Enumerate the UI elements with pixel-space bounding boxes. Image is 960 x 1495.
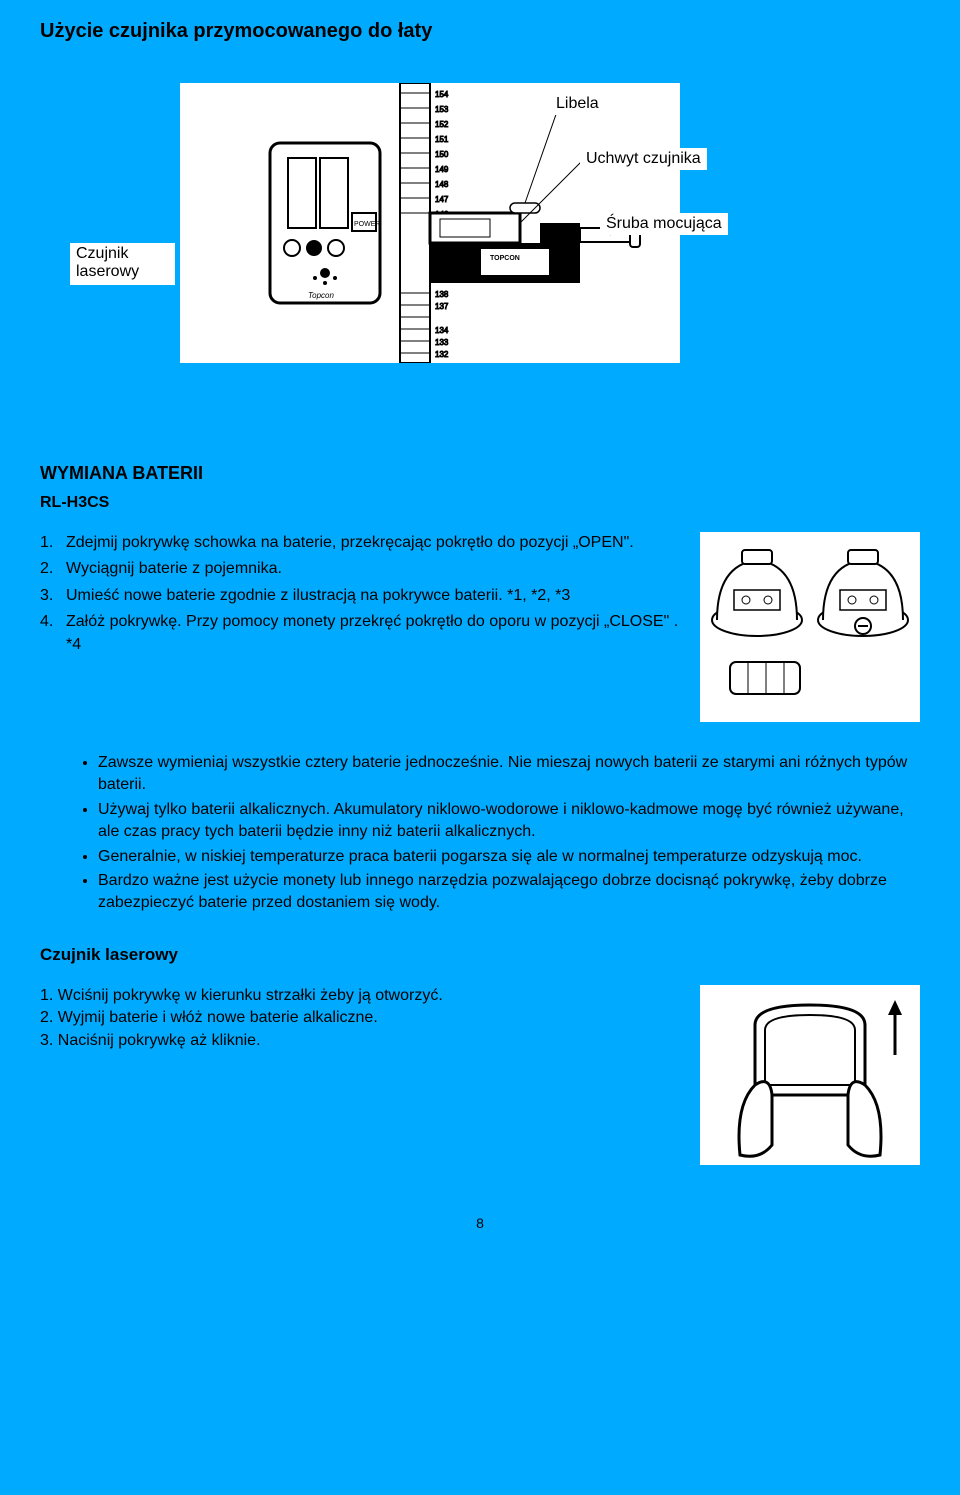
sensor-diagram: 154 153 152 151 150 149 148 147 146 138 …: [40, 83, 920, 403]
battery-illustration: [700, 532, 920, 722]
svg-text:134: 134: [435, 326, 449, 335]
page-title: Użycie czujnika przymocowanego do łaty: [40, 20, 920, 43]
step-text: Zdejmij pokrywkę schowka na baterie, prz…: [66, 532, 634, 554]
notes-list: Zawsze wymieniaj wszystkie cztery bateri…: [40, 752, 920, 915]
svg-text:Topcon: Topcon: [308, 291, 335, 300]
label-libela: Libela: [550, 93, 605, 115]
label-sruba: Śruba mocująca: [600, 213, 728, 235]
section-heading: WYMIANA BATERII: [40, 463, 920, 484]
label-czujnik: Czujnik laserowy: [70, 243, 175, 285]
svg-text:TOPCON: TOPCON: [490, 255, 520, 262]
step-text: Wyciągnij baterie z pojemnika.: [66, 558, 282, 580]
sensor-step: 2. Wyjmij baterie i włóż nowe baterie al…: [40, 1007, 670, 1029]
svg-text:154: 154: [435, 90, 449, 99]
svg-text:137: 137: [435, 302, 449, 311]
cover-open-illustration: [700, 985, 920, 1165]
label-uchwyt: Uchwyt czujnika: [580, 148, 707, 170]
note-item: Bardzo ważne jest użycie monety lub inne…: [98, 870, 920, 915]
note-item: Zawsze wymieniaj wszystkie cztery bateri…: [98, 752, 920, 797]
note-item: Używaj tylko baterii alkalicznych. Akumu…: [98, 799, 920, 844]
svg-text:149: 149: [435, 165, 449, 174]
svg-text:153: 153: [435, 105, 449, 114]
page-number: 8: [40, 1215, 920, 1231]
svg-text:132: 132: [435, 350, 449, 359]
model-name: RL-H3CS: [40, 494, 920, 512]
svg-text:133: 133: [435, 338, 449, 347]
step-text: Umieść nowe baterie zgodnie z ilustracją…: [66, 585, 570, 607]
svg-text:POWER: POWER: [354, 221, 380, 228]
svg-text:138: 138: [435, 290, 449, 299]
svg-text:147: 147: [435, 195, 449, 204]
sensor-step: 1. Wciśnij pokrywkę w kierunku strzałki …: [40, 985, 670, 1007]
svg-text:150: 150: [435, 150, 449, 159]
battery-steps: 1.Zdejmij pokrywkę schowka na baterie, p…: [40, 532, 690, 660]
svg-text:152: 152: [435, 120, 449, 129]
sensor-subhead: Czujnik laserowy: [40, 945, 920, 965]
sensor-step: 3. Naciśnij pokrywkę aż kliknie.: [40, 1030, 670, 1052]
svg-text:151: 151: [435, 135, 449, 144]
note-item: Generalnie, w niskiej temperaturze praca…: [98, 846, 920, 868]
step-text: Załóż pokrywkę. Przy pomocy monety przek…: [66, 611, 690, 656]
sensor-steps: 1. Wciśnij pokrywkę w kierunku strzałki …: [40, 985, 670, 1052]
svg-text:148: 148: [435, 180, 449, 189]
